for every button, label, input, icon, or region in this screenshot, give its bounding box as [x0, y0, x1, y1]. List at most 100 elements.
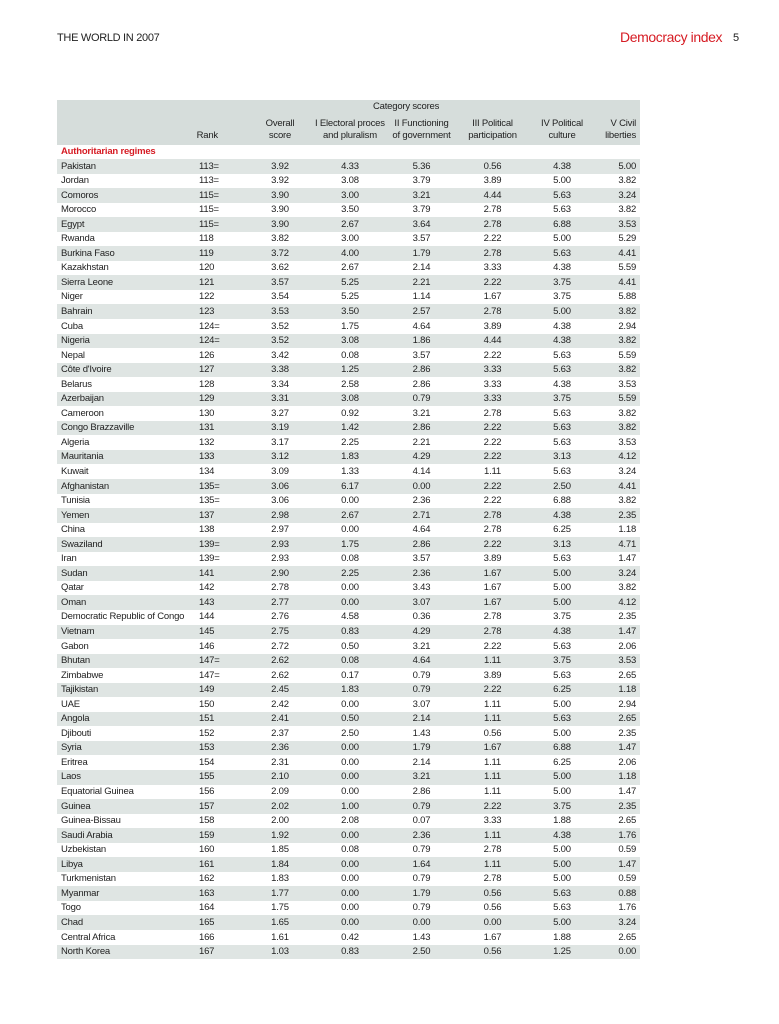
- score-cell: 167: [199, 946, 215, 958]
- score-cell: 3.57: [271, 276, 289, 288]
- column-header-line: V Civil: [610, 118, 637, 129]
- country-cell: Kazakhstan: [61, 262, 109, 274]
- country-cell: Bhutan: [61, 655, 90, 667]
- score-cell: 1.79: [412, 742, 431, 754]
- score-cell: 3.82: [618, 335, 637, 347]
- score-cell: 4.64: [412, 320, 431, 332]
- score-cell: 6.88: [553, 495, 571, 507]
- country-cell: Cameroon: [61, 407, 104, 419]
- score-cell: 2.86: [412, 364, 431, 376]
- score-cell: 5.63: [553, 422, 571, 434]
- score-cell: 1.76: [618, 829, 637, 841]
- country-cell: Uzbekistan: [61, 844, 106, 856]
- country-cell: Laos: [61, 771, 81, 783]
- score-cell: 2.86: [412, 786, 431, 798]
- country-cell: Iran: [61, 553, 77, 565]
- score-cell: 1.47: [618, 858, 637, 870]
- score-cell: 4.41: [618, 276, 637, 288]
- score-cell: 2.50: [412, 946, 431, 958]
- score-cell: 3.07: [412, 698, 431, 710]
- score-cell: 3.53: [618, 655, 637, 667]
- score-cell: 138: [199, 524, 215, 536]
- country-cell: Niger: [61, 291, 83, 303]
- score-cell: 4.44: [483, 335, 502, 347]
- country-cell: Djibouti: [61, 727, 92, 739]
- table-row: Tunisia 135= 3.06 0.00 2.36 2.22 6.88 3.82: [57, 494, 640, 509]
- score-cell: 2.36: [412, 829, 431, 841]
- score-cell: 5.63: [553, 902, 571, 914]
- score-cell: 118: [199, 233, 214, 245]
- score-cell: 120: [199, 262, 215, 274]
- score-cell: 142: [199, 582, 215, 594]
- score-cell: 3.24: [618, 567, 637, 579]
- score-cell: 3.08: [341, 175, 359, 187]
- score-cell: 0.56: [483, 902, 502, 914]
- score-cell: 5.63: [553, 364, 571, 376]
- score-cell: 3.90: [271, 218, 289, 230]
- score-cell: 2.90: [271, 567, 289, 579]
- score-cell: 5.63: [553, 349, 571, 361]
- score-cell: 5.00: [553, 567, 571, 579]
- democracy-table: Category scores Rank Overall score I Electo…: [57, 100, 641, 960]
- score-cell: 2.06: [618, 640, 637, 652]
- score-cell: 3.27: [271, 407, 289, 419]
- score-cell: 2.22: [483, 422, 502, 434]
- score-cell: 2.21: [412, 276, 431, 288]
- score-cell: 5.00: [553, 233, 571, 245]
- score-cell: 2.22: [483, 684, 502, 696]
- score-cell: 4.41: [618, 247, 637, 259]
- table-row: Rwanda 118 3.82 3.00 3.57 2.22 5.00 5.29: [57, 232, 640, 247]
- country-cell: Qatar: [61, 582, 84, 594]
- table-row: Egypt 115= 3.90 2.67 3.64 2.78 6.88 3.53: [57, 217, 641, 232]
- score-cell: 3.82: [618, 175, 637, 187]
- score-cell: 161: [199, 858, 215, 870]
- score-cell: 5.00: [553, 175, 571, 187]
- score-cell: 1.18: [618, 684, 637, 696]
- score-cell: 1.88: [553, 931, 571, 943]
- column-header-line: III Political: [472, 118, 513, 129]
- column-header: Rank: [195, 114, 245, 145]
- score-cell: 2.14: [412, 262, 431, 274]
- score-cell: 0.00: [341, 829, 359, 841]
- score-cell: 1.76: [618, 902, 637, 914]
- score-cell: 5.00: [553, 873, 571, 885]
- score-cell: 2.93: [271, 538, 289, 550]
- score-cell: 129: [199, 393, 215, 405]
- score-cell: 131: [199, 422, 215, 434]
- score-cell: 3.82: [618, 582, 637, 594]
- score-cell: 2.98: [271, 509, 289, 521]
- country-cell: Nigeria: [61, 335, 90, 347]
- score-cell: 164: [199, 902, 215, 914]
- score-cell: 1.43: [412, 931, 431, 943]
- score-cell: 0.00: [341, 698, 359, 710]
- score-cell: 1.67: [483, 567, 502, 579]
- country-cell: Comoros: [61, 189, 99, 201]
- group-header: Category scores: [373, 101, 440, 113]
- score-cell: 4.29: [412, 626, 431, 638]
- country-cell: Congo Brazzaville: [61, 422, 135, 434]
- score-cell: 3.33: [483, 393, 502, 405]
- score-cell: 1.86: [412, 335, 431, 347]
- score-cell: 3.82: [618, 305, 637, 317]
- column-header-line: II Functioning: [394, 118, 449, 129]
- score-cell: 3.42: [271, 349, 289, 361]
- score-cell: 3.52: [271, 335, 289, 347]
- score-cell: 151: [199, 713, 215, 725]
- score-cell: 3.75: [553, 655, 571, 667]
- score-cell: 0.00: [618, 946, 637, 958]
- score-cell: 4.12: [618, 596, 637, 608]
- country-cell: Zimbabwe: [61, 669, 104, 681]
- score-cell: 1.47: [618, 626, 637, 638]
- score-cell: 3.53: [618, 378, 637, 390]
- score-cell: 2.65: [618, 669, 637, 681]
- column-header-line: Overall: [265, 118, 295, 129]
- score-cell: 147=: [199, 669, 220, 681]
- country-cell: Democratic Republic of Congo: [61, 611, 185, 623]
- country-cell: Saudi Arabia: [61, 829, 113, 841]
- score-cell: 2.65: [618, 713, 637, 725]
- column-header-line: participation: [468, 130, 517, 141]
- score-cell: 1.79: [412, 887, 431, 899]
- table-row: Afghanistan 135= 3.06 6.17 0.00 2.22 2.50 4.41: [57, 479, 641, 494]
- score-cell: 1.18: [618, 771, 637, 783]
- page-title: Democracy index: [620, 29, 723, 45]
